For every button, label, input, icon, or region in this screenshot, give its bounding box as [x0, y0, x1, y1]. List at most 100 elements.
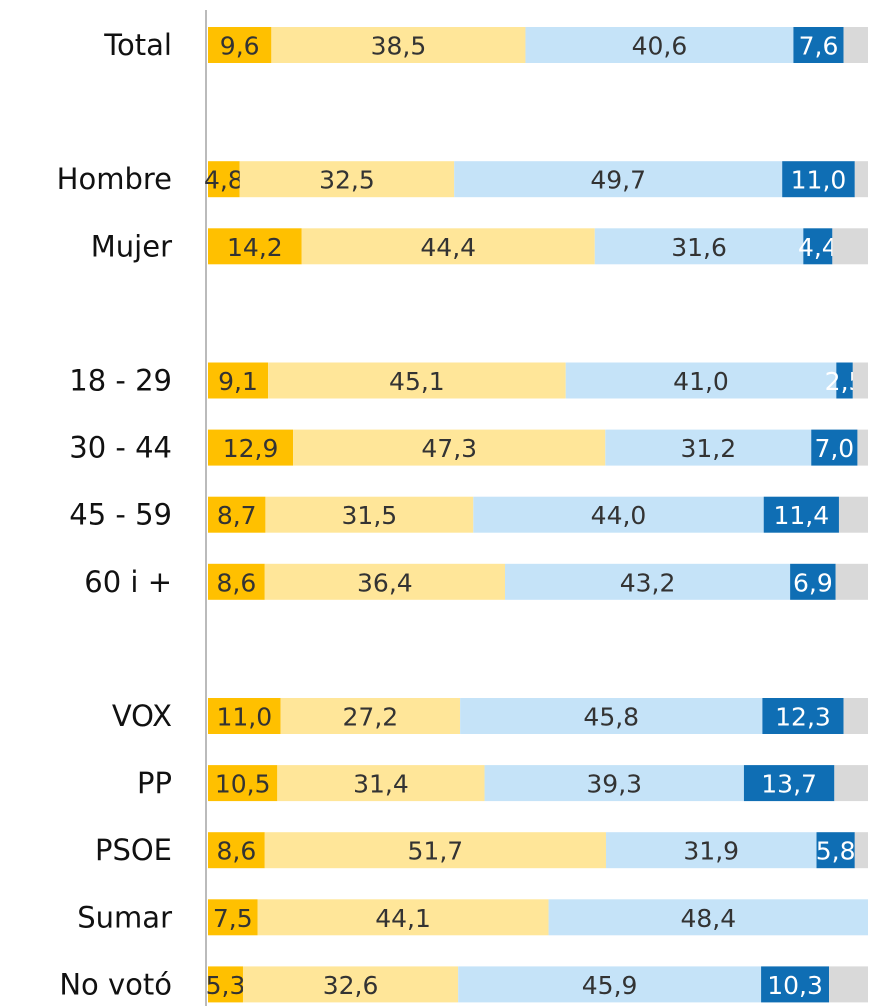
bar-segment: [208, 832, 265, 869]
data-label: 5,3: [206, 971, 246, 1000]
data-label: 39,3: [586, 770, 642, 799]
bar-segment: [208, 496, 266, 533]
data-label: 4,8: [204, 166, 244, 195]
data-label: 49,7: [590, 166, 646, 195]
category-label: 30 - 44: [69, 431, 172, 465]
data-label: 27,2: [343, 703, 399, 732]
data-label: 11,0: [791, 166, 847, 195]
bar-segment: [565, 362, 837, 399]
bar-segment: [605, 429, 812, 466]
bar-segment: [268, 362, 566, 399]
bar-segment: [836, 362, 853, 399]
bar-segment: [208, 966, 243, 1003]
data-label: 45,9: [582, 971, 638, 1000]
bar-segment: [242, 966, 459, 1003]
data-label: 31,5: [342, 501, 398, 530]
data-label: 12,3: [775, 703, 831, 732]
bar-segment: [790, 563, 836, 600]
bar-segment: [548, 899, 868, 936]
data-label: 7,5: [213, 904, 253, 933]
category-label: Sumar: [77, 900, 172, 934]
bar-segment: [843, 698, 868, 734]
data-label: 7,6: [799, 32, 839, 61]
bar-segment: [761, 966, 830, 1003]
category-label: 45 - 59: [69, 498, 172, 532]
data-label: 13,7: [761, 770, 817, 799]
bar-segment: [832, 228, 868, 265]
bar-segment: [239, 161, 455, 198]
bar-segment: [208, 899, 258, 936]
category-label: Mujer: [91, 229, 172, 263]
data-label: 31,4: [353, 770, 409, 799]
data-label: 51,7: [408, 837, 464, 866]
bar-segment: [301, 228, 595, 265]
data-label: 7,0: [814, 434, 854, 463]
data-label: 14,2: [227, 233, 283, 262]
bar-segment: [293, 429, 606, 466]
data-label: 10,3: [767, 971, 823, 1000]
bar-segment: [834, 765, 868, 802]
category-label: 60 i +: [84, 565, 172, 599]
bar-segment: [454, 161, 783, 198]
bar-segment: [458, 966, 762, 1003]
bar-segment: [763, 496, 839, 533]
bar-segment: [208, 765, 278, 802]
data-label: 38,5: [371, 32, 427, 61]
bar-segment: [208, 27, 272, 63]
data-label: 45,1: [389, 367, 445, 396]
bar-segment: [605, 832, 817, 869]
bar-segment: [843, 27, 868, 63]
bar-segment: [208, 698, 281, 734]
data-label: 40,6: [632, 32, 688, 61]
data-label: 44,0: [591, 501, 647, 530]
data-label: 5,8: [816, 837, 856, 866]
bar-segment: [854, 832, 868, 869]
category-label: No votó: [59, 967, 172, 1001]
bar-segment: [811, 429, 858, 466]
bar-segment: [762, 698, 844, 734]
category-label: 18 - 29: [69, 364, 172, 398]
bar-segment: [264, 832, 606, 869]
bar-segment: [505, 563, 791, 600]
bar-segment: [803, 228, 833, 265]
bar-segment: [271, 27, 526, 63]
data-label: 31,6: [671, 233, 727, 262]
bar-segment: [838, 496, 868, 533]
data-label: 41,0: [673, 367, 729, 396]
data-label: 44,4: [420, 233, 476, 262]
bar-segment: [208, 429, 294, 466]
data-label: 8,7: [217, 501, 257, 530]
bar-segment: [208, 563, 265, 600]
bar-segment: [782, 161, 855, 198]
data-label: 31,9: [683, 837, 739, 866]
data-label: 11,4: [774, 501, 830, 530]
bar-segment: [208, 161, 240, 198]
bar-segment: [473, 496, 764, 533]
bar-segment: [829, 966, 868, 1003]
data-label: 11,0: [216, 703, 272, 732]
bar-segment: [265, 496, 474, 533]
bar-segment: [857, 429, 868, 466]
category-label: VOX: [112, 699, 172, 733]
data-label: 45,8: [583, 703, 639, 732]
bar-segment: [208, 362, 269, 399]
bar-segment: [208, 228, 302, 265]
bar-segment: [484, 765, 744, 802]
bar-segment: [816, 832, 855, 869]
data-label: 43,2: [620, 568, 676, 597]
data-label: 48,4: [680, 904, 736, 933]
bar-segment: [257, 899, 549, 936]
category-label: PSOE: [95, 833, 172, 867]
bar-segment: [743, 765, 835, 802]
data-label: 9,1: [218, 367, 258, 396]
data-label: 4,4: [798, 233, 838, 262]
data-label: 12,9: [223, 434, 279, 463]
data-label: 44,1: [375, 904, 431, 933]
data-label: 47,3: [421, 434, 477, 463]
data-label: 9,6: [220, 32, 260, 61]
category-label: Total: [103, 28, 172, 62]
data-label: 8,6: [216, 568, 256, 597]
bar-segment: [280, 698, 461, 734]
bar-segment: [854, 161, 868, 198]
bar-segment: [594, 228, 804, 265]
